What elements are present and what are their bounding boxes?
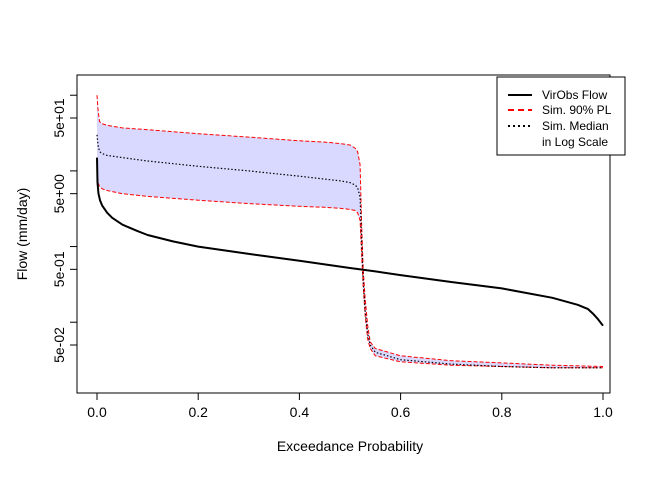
x-tick-label: 0.2 xyxy=(188,404,208,420)
y-tick-label: 5e-01 xyxy=(51,251,67,287)
y-tick-label: 5e-02 xyxy=(51,327,67,363)
x-axis: 0.0 0.2 0.4 0.6 0.8 1.0 xyxy=(87,392,613,420)
series-lines xyxy=(96,134,604,369)
y-axis: 5e-02 5e-01 5e+00 5e+01 xyxy=(51,94,78,363)
band-fill xyxy=(97,95,603,368)
legend-label-sim-pl: Sim. 90% PL xyxy=(542,103,612,117)
x-tick-label: 0.4 xyxy=(290,404,310,420)
x-tick-label: 0.0 xyxy=(87,404,107,420)
legend-box xyxy=(496,76,626,156)
x-tick-label: 1.0 xyxy=(593,404,613,420)
x-tick-label: 0.6 xyxy=(391,404,411,420)
band-upper-line xyxy=(96,95,604,367)
band-lower-line xyxy=(96,170,603,369)
legend-label-virobs: VirObs Flow xyxy=(542,88,607,102)
legend-label-log-scale: in Log Scale xyxy=(542,135,608,149)
prediction-limits-band xyxy=(96,95,604,369)
legend-label-sim-median: Sim. Median xyxy=(542,119,609,133)
legend: VirObs Flow Sim. 90% PL Sim. Median in L… xyxy=(496,76,626,156)
y-axis-title: Flow (mm/day) xyxy=(14,188,30,281)
x-axis-title: Exceedance Probability xyxy=(277,438,423,454)
y-tick-label: 5e+01 xyxy=(51,98,67,138)
x-tick-label: 0.8 xyxy=(492,404,512,420)
series-line-virobs-flow xyxy=(96,157,604,327)
y-tick-label: 5e+00 xyxy=(51,174,67,214)
